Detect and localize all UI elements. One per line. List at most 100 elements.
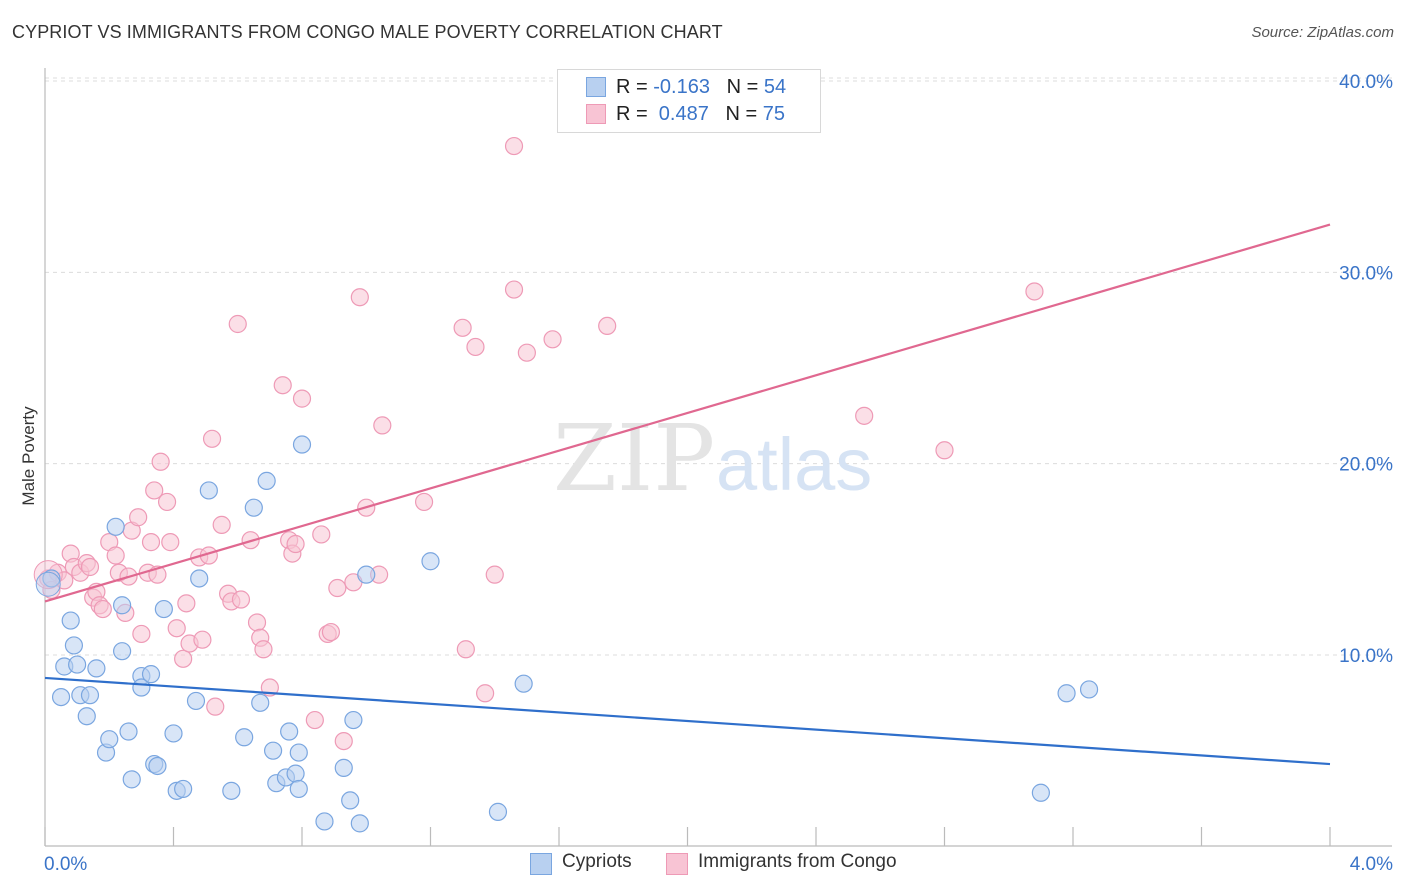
cypriot-point (112, 596, 132, 615)
cypriots-legend-label: Cypriots (562, 851, 632, 872)
cypriot-point (141, 665, 161, 684)
cypriot-point (51, 687, 71, 707)
legend-r-label: R = (616, 103, 654, 125)
cypriot-point (1057, 684, 1076, 703)
cypriot-point (263, 741, 283, 760)
cypriot-point (251, 693, 270, 712)
congo-point (855, 406, 874, 425)
watermark-zip: ZIP (553, 405, 715, 512)
cypriot-point (61, 611, 80, 630)
cypriot-point (1031, 783, 1050, 802)
congo-point (504, 136, 524, 156)
trend-lines (44, 223, 1331, 766)
cypriots-legend-swatch (530, 853, 552, 875)
congo-point (80, 557, 100, 577)
congo-point (414, 492, 434, 512)
cypriot-point (235, 728, 254, 747)
cypriot-point (222, 781, 241, 800)
cypriot-point (244, 498, 263, 517)
legend-r-label: R = (616, 76, 654, 98)
cypriot-point (289, 779, 308, 799)
congo-point (517, 343, 536, 362)
cypriot-point (186, 691, 206, 711)
cypriot-point (280, 722, 299, 741)
tick-labels: 10.0% 20.0% 30.0% 40.0% 0.0% 4.0% (44, 72, 1393, 875)
congo-point (1025, 282, 1044, 301)
congo-point (206, 697, 225, 716)
cypriot-point (341, 791, 360, 810)
y-tick-label: 30.0% (1339, 263, 1393, 284)
congo-point (504, 280, 524, 299)
congo-point (292, 389, 312, 408)
cypriot-point (164, 724, 183, 743)
congo-point (231, 590, 251, 609)
cypriot-point (112, 642, 132, 661)
cypriot-point (68, 655, 87, 674)
congo-point (228, 314, 247, 334)
congo-point (129, 508, 148, 527)
y-tick-label: 20.0% (1339, 455, 1393, 476)
cypriot-point-cluster (35, 571, 61, 597)
chart-title: CYPRIOT VS IMMIGRANTS FROM CONGO MALE PO… (12, 22, 723, 42)
congo-point (93, 599, 112, 619)
legend-n-label: N = (726, 76, 764, 98)
cypriots-trend-line (44, 676, 1331, 766)
congo-point (174, 649, 193, 668)
congo-point (328, 578, 347, 598)
legend-r-value: 0.487 (653, 103, 709, 125)
congo-point (145, 481, 164, 500)
cypriot-point (334, 758, 353, 777)
congo-point (453, 318, 472, 337)
cypriot-point (174, 779, 193, 799)
congo-point (177, 594, 196, 613)
congo-point (321, 622, 341, 642)
congo-point (254, 640, 273, 659)
congo-point (485, 565, 504, 584)
congo-point (247, 613, 267, 632)
congo-swatch (586, 104, 606, 124)
cypriot-point (286, 764, 305, 783)
x-tick-label: 0.0% (44, 854, 87, 875)
congo-point (273, 376, 292, 395)
cypriot-point (64, 636, 84, 655)
congo-points (33, 136, 1044, 751)
cypriot-point (292, 435, 312, 454)
cypriot-point (106, 517, 125, 536)
y-tick-label: 40.0% (1339, 72, 1393, 93)
cypriot-point (257, 471, 276, 490)
congo-point (106, 546, 125, 565)
congo-point (167, 619, 186, 638)
legend-n-value: 54 (763, 76, 787, 98)
legend-row-cypriots: R = -0.163 N = 54 (586, 74, 786, 100)
legend-row-congo: R = 0.487 N = 75 (586, 101, 785, 127)
cypriot-point (100, 730, 119, 749)
congo-point (193, 630, 212, 649)
cypriot-point (199, 481, 218, 500)
cypriot-point (289, 743, 308, 762)
congo-trend-line (44, 223, 1331, 603)
congo-point (466, 337, 485, 357)
cypriot-point (421, 552, 440, 571)
cypriot-point (344, 710, 363, 730)
legend-n-label: N = (725, 103, 763, 125)
congo-point (476, 684, 495, 703)
gridlines (45, 77, 1392, 656)
y-tick-label: 10.0% (1339, 646, 1393, 667)
congo-legend-label: Immigrants from Congo (698, 851, 897, 872)
cypriot-point (350, 814, 369, 833)
cypriot-point (154, 599, 173, 619)
watermark-atlas: atlas (716, 423, 872, 506)
congo-point (373, 416, 392, 435)
congo-point (161, 533, 180, 552)
cypriot-point (488, 802, 508, 821)
congo-legend-swatch (666, 853, 688, 875)
source-label: Source: ZipAtlas.com (1251, 24, 1394, 41)
cypriot-point (122, 770, 141, 789)
congo-point (202, 429, 222, 448)
legend-n-value: 75 (762, 103, 786, 125)
congo-point (151, 452, 170, 471)
cypriot-point (315, 812, 334, 831)
congo-point (286, 534, 305, 554)
cypriot-point (77, 707, 96, 726)
congo-point (141, 533, 161, 552)
